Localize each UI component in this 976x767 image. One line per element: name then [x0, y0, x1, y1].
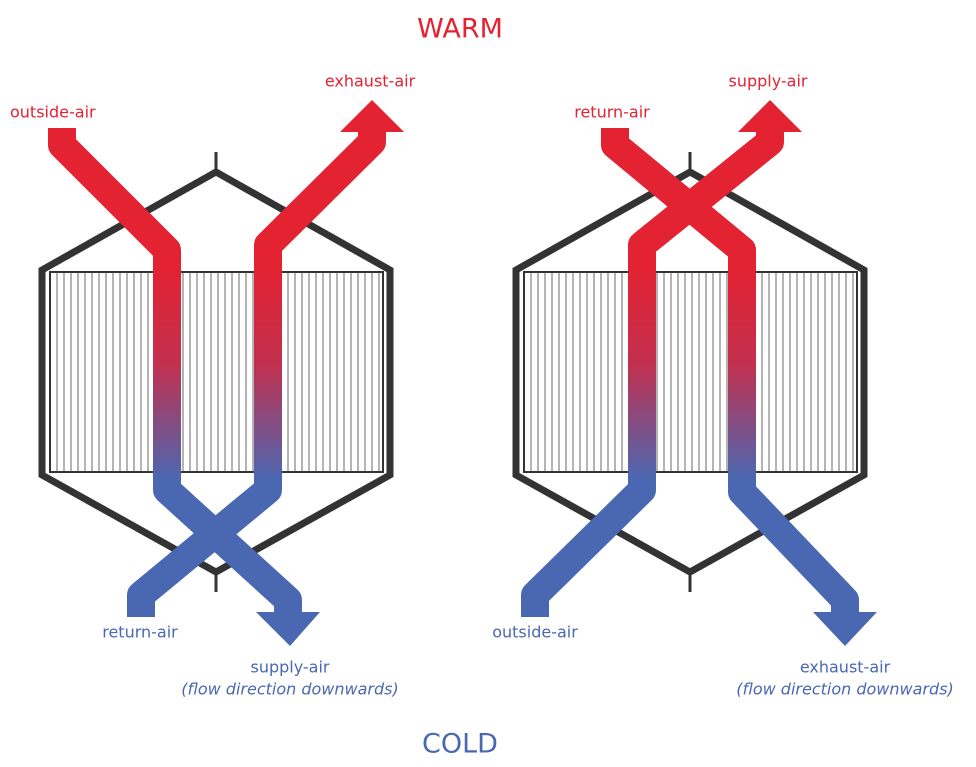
label: return-air [102, 623, 178, 642]
label: return-air [574, 103, 650, 122]
label: exhaust-air [325, 72, 416, 91]
note: (flow direction downwards) [736, 680, 953, 699]
label: outside-air [10, 103, 96, 122]
left-exchanger [38, 100, 404, 646]
cold-label: COLD [422, 729, 498, 760]
warm-label: WARM [417, 14, 503, 45]
label: supply-air [728, 72, 807, 91]
label: outside-air [492, 623, 578, 642]
label: supply-air [250, 658, 329, 677]
fins [56, 272, 380, 472]
label: exhaust-air [800, 658, 891, 677]
note: (flow direction downwards) [181, 680, 398, 699]
right-exchanger [512, 100, 877, 646]
